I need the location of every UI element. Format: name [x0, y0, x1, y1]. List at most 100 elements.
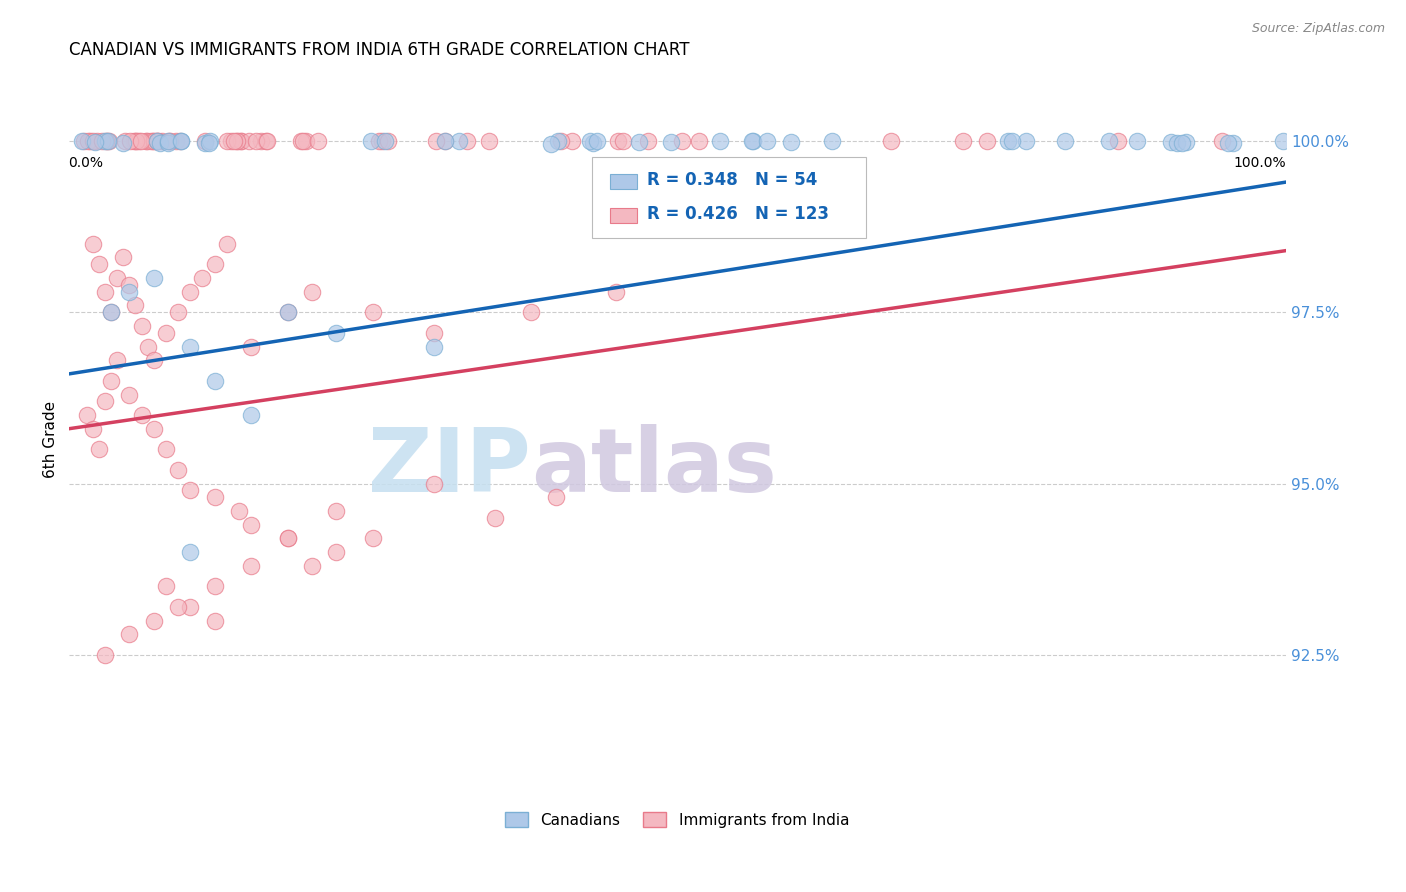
Point [561, 134, 583, 148]
Point [91, 134, 114, 148]
Point [131, 134, 153, 148]
Point [325, 504, 347, 518]
Point [295, 134, 318, 148]
Point [142, 614, 165, 628]
Text: R = 0.348   N = 54: R = 0.348 N = 54 [647, 171, 817, 189]
Point [544, 491, 567, 505]
Point [277, 305, 299, 319]
Point [131, 408, 153, 422]
Point [659, 135, 682, 149]
Point [1222, 136, 1244, 150]
Point [204, 579, 226, 593]
Point [1098, 134, 1121, 148]
Point [952, 134, 974, 148]
Point [77, 134, 100, 148]
Point [477, 134, 499, 148]
Text: Source: ZipAtlas.com: Source: ZipAtlas.com [1251, 22, 1385, 36]
Point [277, 532, 299, 546]
Point [361, 532, 384, 546]
Point [204, 614, 226, 628]
Point [128, 134, 150, 148]
Point [204, 374, 226, 388]
Point [371, 134, 394, 148]
Point [240, 558, 263, 573]
Point [425, 134, 447, 148]
Point [79, 134, 101, 148]
Legend: Canadians, Immigrants from India: Canadians, Immigrants from India [499, 805, 855, 834]
Point [256, 134, 278, 148]
Point [612, 134, 634, 148]
Point [136, 134, 159, 148]
Point [1211, 134, 1233, 148]
Point [290, 134, 312, 148]
Point [167, 599, 190, 614]
Point [204, 257, 226, 271]
Y-axis label: 6th Grade: 6th Grade [44, 401, 58, 477]
Point [540, 136, 562, 151]
Point [225, 134, 247, 148]
Point [142, 134, 165, 148]
Point [94, 285, 117, 299]
Point [360, 134, 382, 148]
Point [240, 340, 263, 354]
Point [1160, 135, 1182, 149]
Point [157, 136, 180, 151]
Point [423, 476, 446, 491]
Point [301, 558, 323, 573]
Point [166, 134, 188, 148]
Point [112, 251, 135, 265]
Point [146, 134, 169, 148]
Point [120, 134, 142, 148]
Point [222, 134, 245, 148]
Point [136, 340, 159, 354]
Point [301, 285, 323, 299]
Point [82, 134, 104, 148]
FancyBboxPatch shape [592, 157, 866, 238]
Point [142, 271, 165, 285]
Point [423, 340, 446, 354]
Point [112, 136, 135, 150]
Point [142, 353, 165, 368]
Point [194, 136, 217, 150]
Point [755, 134, 778, 148]
Point [605, 285, 627, 299]
Point [87, 257, 110, 271]
Point [1015, 134, 1038, 148]
Point [238, 134, 260, 148]
Point [73, 134, 96, 148]
Point [377, 134, 399, 148]
Point [204, 491, 226, 505]
Point [118, 627, 141, 641]
Point [582, 136, 605, 150]
Point [277, 305, 299, 319]
Point [94, 394, 117, 409]
Point [82, 422, 104, 436]
Point [179, 340, 201, 354]
Point [226, 134, 249, 148]
Point [150, 134, 173, 148]
Point [70, 134, 93, 148]
Point [125, 134, 148, 148]
Point [215, 134, 238, 148]
Point [179, 483, 201, 498]
Point [146, 134, 169, 148]
Point [105, 271, 128, 285]
Point [100, 374, 122, 388]
Point [170, 134, 193, 148]
Point [94, 648, 117, 662]
Point [433, 134, 456, 148]
Point [709, 134, 731, 148]
Point [114, 134, 136, 148]
Point [155, 326, 177, 340]
Point [84, 135, 107, 149]
Point [231, 134, 253, 148]
Point [131, 318, 153, 333]
Point [191, 271, 214, 285]
Point [997, 134, 1019, 148]
Point [880, 134, 903, 148]
Point [100, 305, 122, 319]
Point [229, 134, 252, 148]
Point [157, 134, 180, 148]
Point [96, 134, 118, 148]
Point [76, 408, 98, 422]
